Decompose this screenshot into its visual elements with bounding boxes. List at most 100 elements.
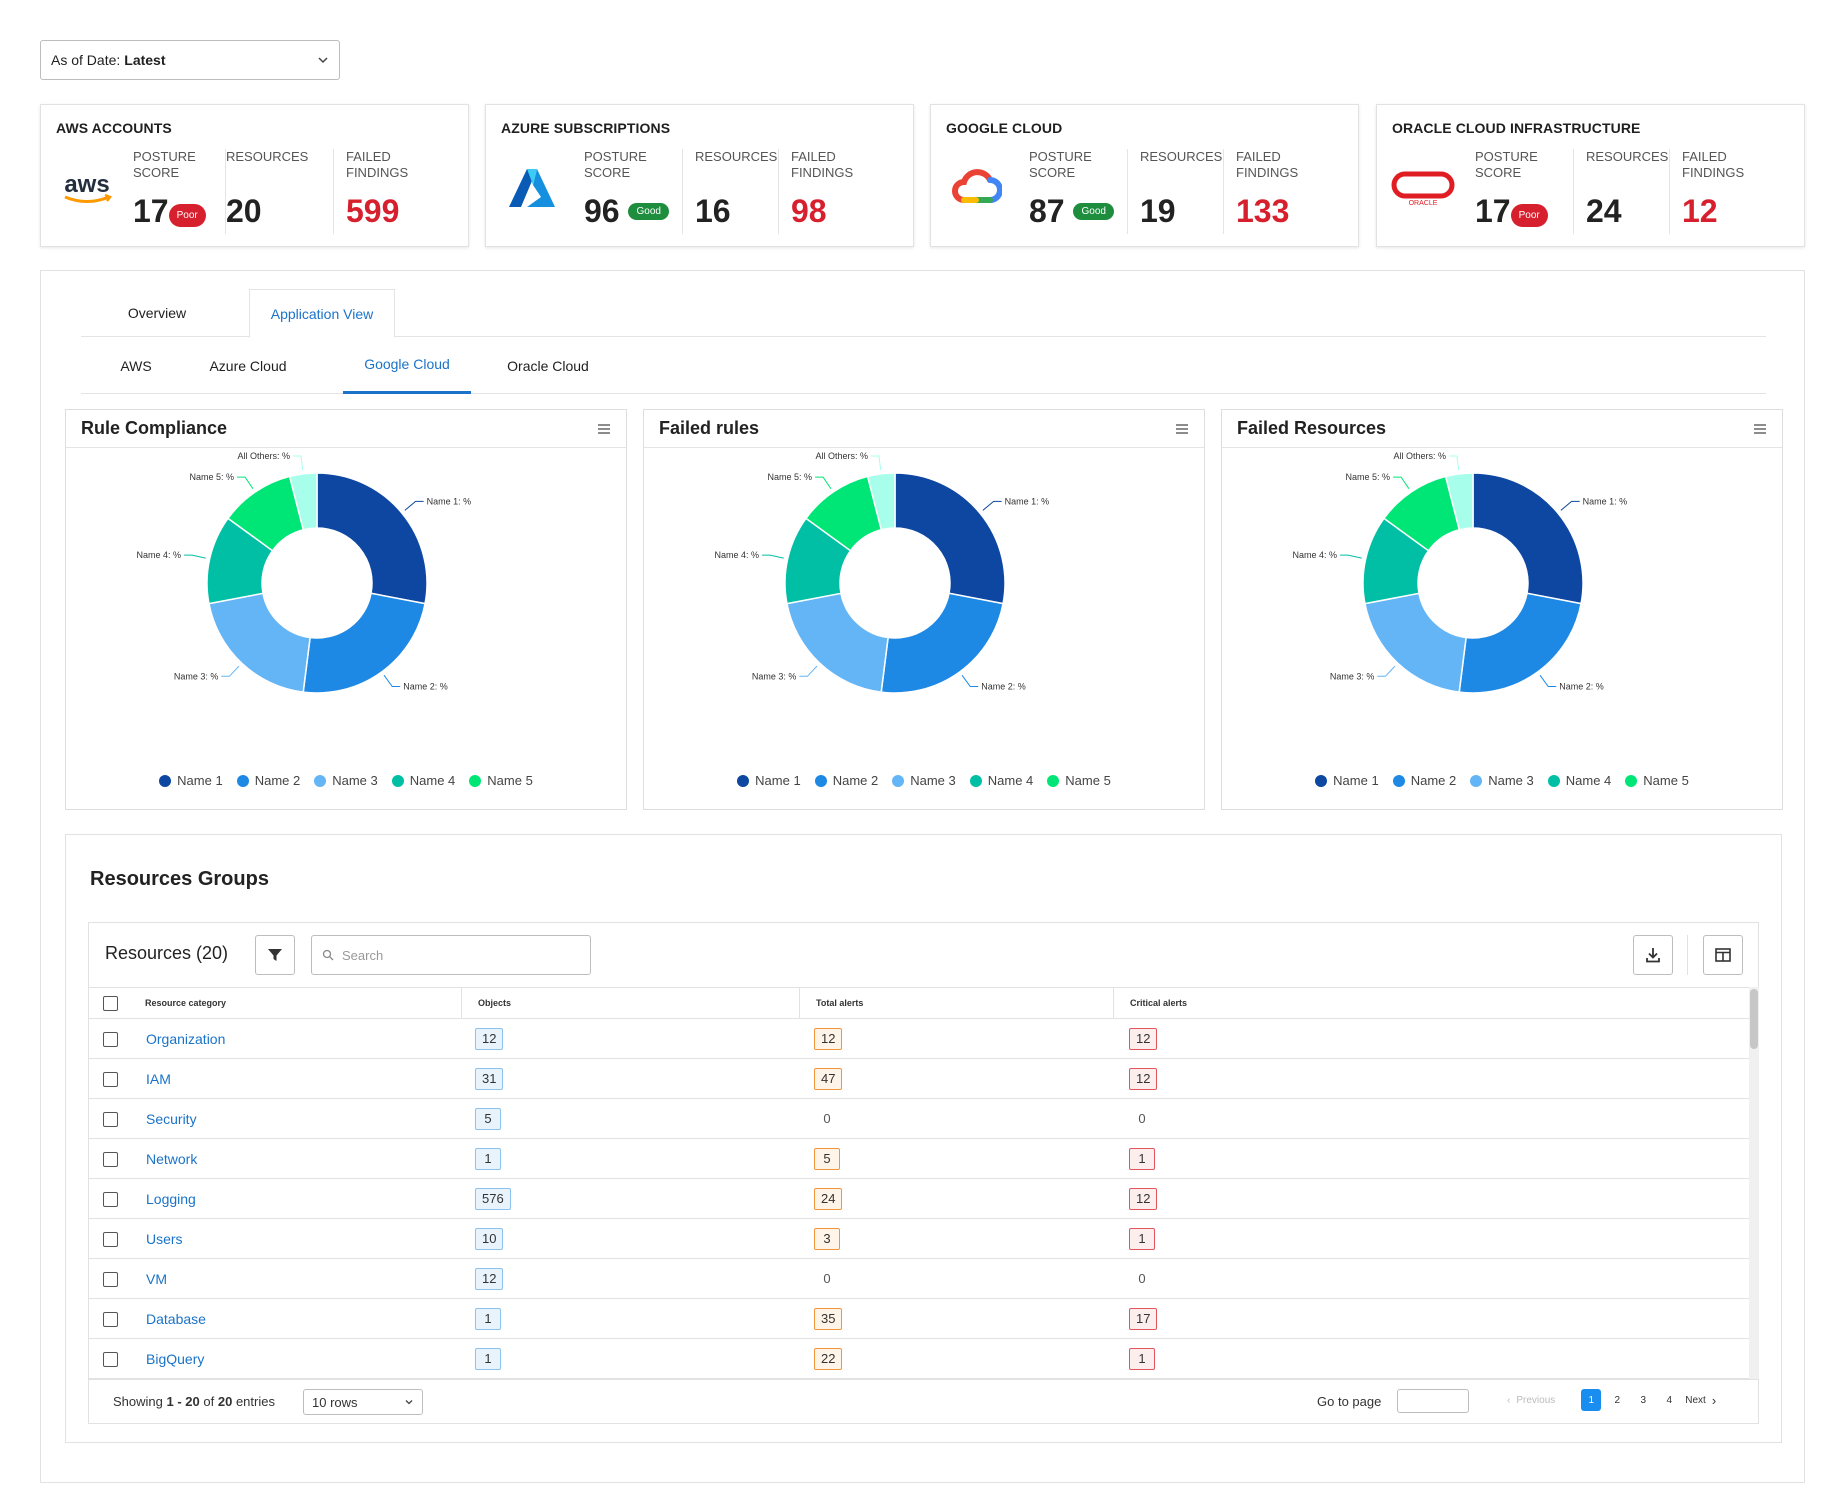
donut-slice-2[interactable] (1458, 592, 1582, 694)
legend-item[interactable]: Name 2 (814, 773, 878, 788)
legend-item[interactable]: Name 5 (1047, 773, 1111, 788)
col-total-alerts[interactable]: Total alerts (799, 988, 1113, 1018)
table-row[interactable]: IAM 31 47 12 (89, 1059, 1749, 1099)
legend-item[interactable]: Name 1 (737, 773, 801, 788)
as-of-date-select[interactable]: As of Date: Latest (40, 40, 340, 80)
donut-slice-3[interactable] (1364, 592, 1467, 693)
col-resource-category[interactable]: Resource category (145, 998, 227, 1008)
legend-dot-icon (1470, 774, 1483, 787)
failed-findings: FAILED FINDINGS 12 (1669, 149, 1789, 234)
table-row[interactable]: Users 10 3 1 (89, 1219, 1749, 1259)
row-checkbox[interactable] (103, 1271, 118, 1287)
filter-button[interactable] (255, 935, 295, 975)
hamburger-menu-icon[interactable] (1753, 423, 1767, 435)
table-row[interactable]: Organization 12 12 12 (89, 1019, 1749, 1059)
col-critical-alerts[interactable]: Critical alerts (1113, 988, 1749, 1018)
select-all-checkbox[interactable] (103, 995, 118, 1011)
donut-slice-6[interactable] (1444, 472, 1474, 531)
donut-slice-3[interactable] (208, 592, 311, 693)
page-3[interactable]: 3 (1640, 1394, 1647, 1406)
tab-aws[interactable]: AWS (120, 357, 152, 374)
tab-oracle-cloud[interactable]: Oracle Cloud (507, 357, 589, 374)
page-1[interactable]: 1 (1581, 1389, 1602, 1411)
tab-azure-cloud[interactable]: Azure Cloud (209, 357, 287, 374)
donut-slice-6[interactable] (288, 472, 318, 531)
search-field[interactable] (311, 935, 591, 975)
donut-slice-6[interactable] (866, 472, 896, 531)
hamburger-menu-icon[interactable] (1175, 423, 1189, 435)
col-objects[interactable]: Objects (461, 988, 799, 1018)
aws-accounts-card[interactable]: AWS ACCOUNTS aws POSTURE SCORE 17 Poor RE… (40, 104, 469, 247)
row-checkbox-cell (103, 1259, 118, 1299)
resource-category-link[interactable]: Organization (146, 1031, 226, 1047)
failed-findings: FAILED FINDINGS 98 (778, 149, 898, 234)
resource-category-link[interactable]: IAM (146, 1071, 171, 1087)
tab-application-view[interactable]: Application View (249, 289, 395, 338)
row-checkbox[interactable] (103, 1191, 118, 1207)
donut-slice-2[interactable] (880, 592, 1004, 694)
donut-slice-1[interactable] (316, 472, 428, 605)
google-cloud-card[interactable]: GOOGLE CLOUD POSTURE SCORE 87 Good RESOU… (930, 104, 1359, 247)
table-row[interactable]: Security 5 0 0 (89, 1099, 1749, 1139)
previous-button[interactable]: Previous (1516, 1394, 1556, 1406)
legend-item[interactable]: Name 3 (892, 773, 956, 788)
row-checkbox[interactable] (103, 1231, 118, 1247)
legend-item[interactable]: Name 1 (159, 773, 223, 788)
legend-item[interactable]: Name 4 (1547, 773, 1611, 788)
resource-category-link[interactable]: Database (146, 1311, 206, 1327)
row-checkbox[interactable] (103, 1351, 118, 1367)
row-checkbox[interactable] (103, 1311, 118, 1327)
table-row[interactable]: VM 12 0 0 (89, 1259, 1749, 1299)
legend-item[interactable]: Name 2 (236, 773, 300, 788)
legend-item[interactable]: Name 1 (1315, 773, 1379, 788)
resource-category-link[interactable]: Network (146, 1151, 198, 1167)
donut-slice-1[interactable] (1472, 472, 1584, 605)
table-row[interactable]: Logging 576 24 12 (89, 1179, 1749, 1219)
row-checkbox[interactable] (103, 1111, 118, 1127)
row-checkbox-cell (103, 1299, 118, 1339)
search-input[interactable] (340, 946, 570, 964)
objects-count: 1 (475, 1148, 501, 1170)
oracle-cloud-card[interactable]: ORACLE CLOUD INFRASTRUCTURE ORACLE POSTU… (1376, 104, 1805, 247)
legend-label: Name 4 (409, 773, 456, 788)
resource-category-link[interactable]: Users (146, 1231, 183, 1247)
donut-slice-2[interactable] (302, 592, 426, 694)
page-2[interactable]: 2 (1614, 1394, 1621, 1406)
table-body: Organization 12 12 12 IAM 31 47 12 Security 5 0 0 Ne… (89, 1019, 1749, 1379)
table-scrollbar[interactable] (1749, 987, 1759, 1379)
scrollbar-thumb[interactable] (1750, 989, 1758, 1049)
legend-item[interactable]: Name 4 (391, 773, 456, 788)
row-checkbox[interactable] (103, 1071, 118, 1087)
download-button[interactable] (1633, 935, 1673, 975)
rows-per-page-select[interactable]: 10 rows (303, 1389, 423, 1415)
legend-item[interactable]: Name 2 (1392, 773, 1456, 788)
row-checkbox[interactable] (103, 1151, 118, 1167)
azure-subscriptions-card[interactable]: AZURE SUBSCRIPTIONS POSTURE SCORE 96 Goo… (485, 104, 914, 247)
legend-item[interactable]: Name 5 (1625, 773, 1689, 788)
tab-google-cloud[interactable]: Google Cloud (343, 337, 471, 394)
resource-category-link[interactable]: VM (146, 1271, 167, 1287)
page-4[interactable]: 4 (1666, 1394, 1673, 1406)
legend-item[interactable]: Name 3 (1470, 773, 1534, 788)
legend-item[interactable]: Name 5 (469, 773, 533, 788)
table-row[interactable]: Database 1 35 17 (89, 1299, 1749, 1339)
legend-item[interactable]: Name 3 (314, 773, 378, 788)
resource-category-link[interactable]: BigQuery (146, 1351, 205, 1367)
svg-text:aws: aws (64, 171, 109, 198)
hamburger-menu-icon[interactable] (597, 423, 611, 435)
objects-count: 576 (475, 1188, 511, 1210)
table-row[interactable]: Network 1 5 1 (89, 1139, 1749, 1179)
tab-overview[interactable]: Overview (127, 305, 187, 321)
next-button[interactable]: Next (1685, 1394, 1706, 1406)
donut-slice-1[interactable] (894, 472, 1006, 605)
column-settings-button[interactable] (1703, 935, 1743, 975)
donut-slice-3[interactable] (786, 592, 889, 693)
table-row[interactable]: BigQuery 1 22 1 (89, 1339, 1749, 1379)
chevron-right-icon[interactable]: › (1711, 1392, 1717, 1408)
resource-category-link[interactable]: Security (146, 1111, 197, 1127)
resource-category-link[interactable]: Logging (146, 1191, 196, 1207)
total-alerts-cell: 5 (814, 1139, 840, 1179)
go-to-page-input[interactable] (1397, 1389, 1469, 1413)
legend-item[interactable]: Name 4 (969, 773, 1033, 788)
row-checkbox[interactable] (103, 1031, 118, 1047)
